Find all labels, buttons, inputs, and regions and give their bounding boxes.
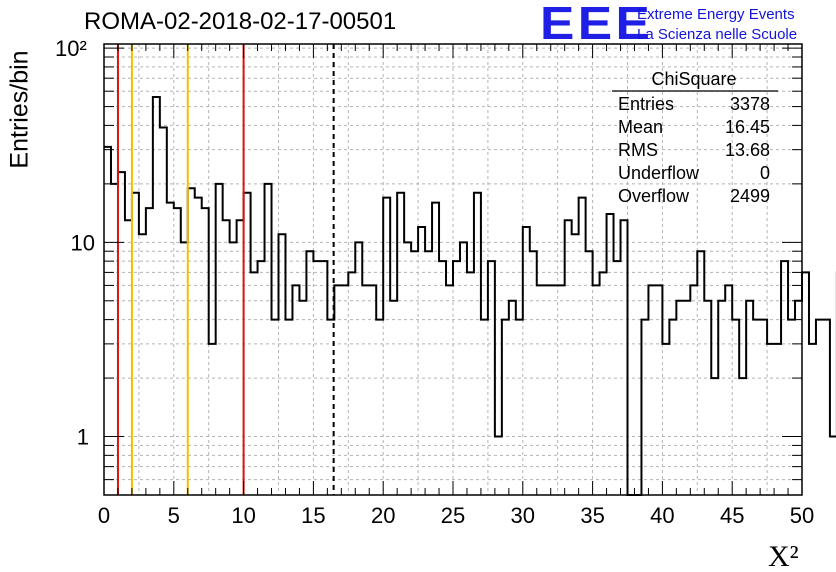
stats-value: 2499: [730, 186, 770, 206]
y-tick-label: 10: [71, 230, 95, 255]
x-tick-label: 50: [790, 503, 814, 528]
x-tick-label: 30: [511, 503, 535, 528]
x-tick-label: 25: [441, 503, 465, 528]
x-tick-label: 40: [650, 503, 674, 528]
stats-value: 0: [760, 163, 770, 183]
y-axis-label: Entries/bin: [5, 50, 34, 169]
eee-logo: EEE: [540, 0, 654, 49]
stats-label: Overflow: [618, 186, 690, 206]
stats-box-title: ChiSquare: [651, 69, 736, 89]
stats-value: 13.68: [725, 140, 770, 160]
x-tick-label: 45: [720, 503, 744, 528]
stats-value: 3378: [730, 94, 770, 114]
x-tick-label: 5: [168, 503, 180, 528]
stats-label: Underflow: [618, 163, 700, 183]
chart-title: ROMA-02-2018-02-17-00501: [84, 8, 397, 35]
y-tick-label: 10²: [55, 36, 87, 61]
x-tick-label: 0: [98, 503, 110, 528]
x-tick-label: 15: [301, 503, 325, 528]
stats-value: 16.45: [725, 117, 770, 137]
stats-label: Entries: [618, 94, 674, 114]
histogram-series: [104, 96, 836, 496]
logo-caption-line2: La Scienza nelle Scuole: [637, 26, 798, 43]
x-tick-label: 35: [580, 503, 604, 528]
y-tick-label: 1: [77, 425, 89, 450]
logo-caption-line1: Extreme Energy Events: [637, 6, 795, 23]
x-tick-label: 10: [231, 503, 255, 528]
x-tick-label: 20: [371, 503, 395, 528]
stats-label: Mean: [618, 117, 663, 137]
stats-label: RMS: [618, 140, 658, 160]
x-axis-label: X²: [768, 540, 799, 572]
